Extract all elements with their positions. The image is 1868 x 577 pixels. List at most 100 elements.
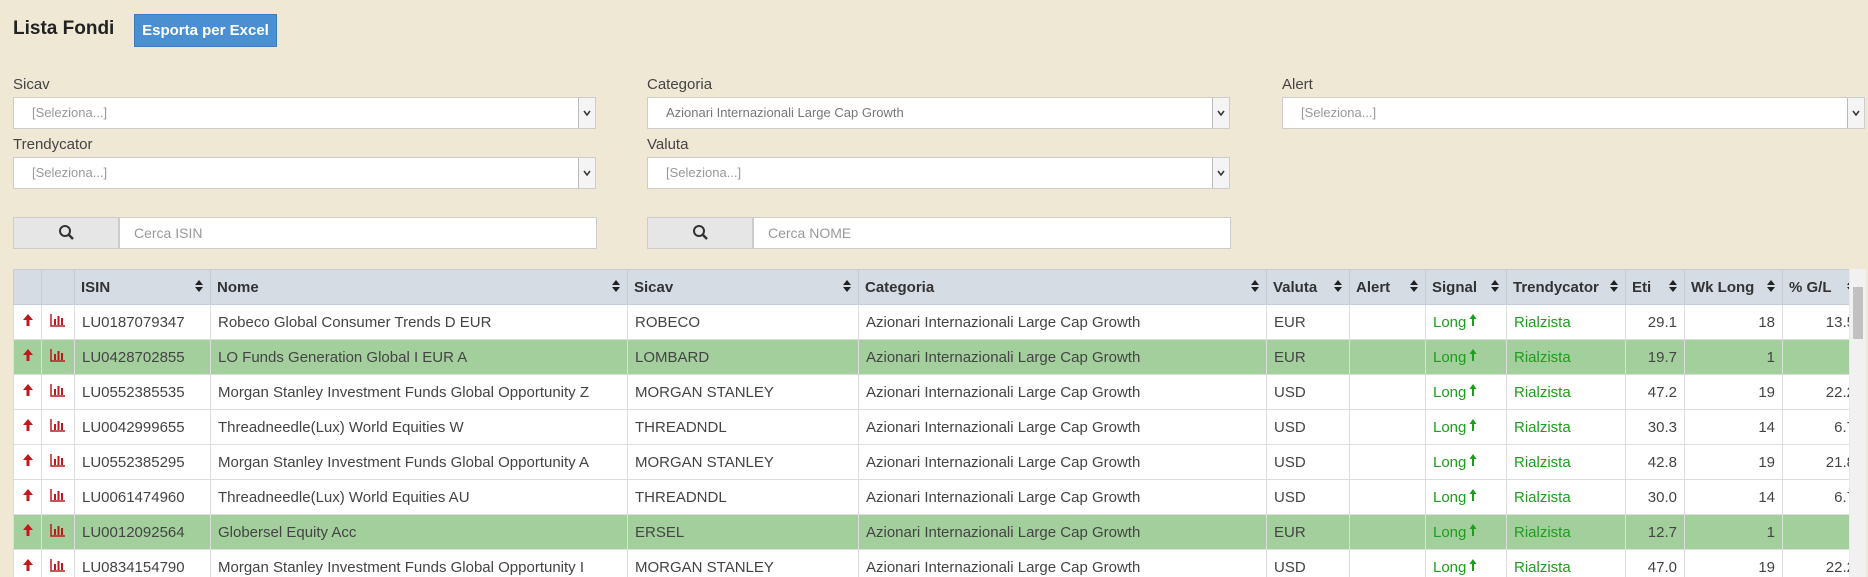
column-header[interactable]: ISIN — [74, 269, 211, 305]
cell-text: LU0552385535 — [82, 383, 185, 401]
cell-text: Threadneedle(Lux) World Equities AU — [218, 488, 470, 506]
cell-text: Azionari Internazionali Large Cap Growth — [866, 453, 1141, 471]
cell-text: USD — [1274, 418, 1306, 436]
table-cell: Morgan Stanley Investment Funds Global O… — [210, 444, 628, 480]
filter-select[interactable]: [Seleziona...] — [647, 157, 1230, 189]
table-cell: Long — [1425, 444, 1507, 480]
column-header[interactable]: Categoria — [858, 269, 1267, 305]
cell-text: 19 — [1758, 383, 1775, 401]
table-cell: Azionari Internazionali Large Cap Growth — [858, 444, 1267, 480]
table-cell: USD — [1266, 444, 1350, 480]
scrollbar[interactable] — [1850, 269, 1866, 577]
cell-text: Morgan Stanley Investment Funds Global O… — [218, 453, 590, 471]
table-cell: Azionari Internazionali Large Cap Growth — [858, 514, 1267, 550]
filter-label: Categoria — [647, 76, 713, 93]
search-input[interactable]: Cerca NOME — [753, 217, 1231, 249]
column-title: Categoria — [865, 278, 935, 296]
column-header[interactable]: Sicav — [627, 269, 859, 305]
trend-icon — [13, 374, 42, 410]
table-cell: Threadneedle(Lux) World Equities W — [210, 409, 628, 445]
cell-text: Rialzista — [1514, 418, 1571, 436]
filter-select[interactable]: [Seleziona...] — [13, 157, 596, 189]
table-cell: 1 — [1684, 339, 1783, 375]
table-cell: Long — [1425, 514, 1507, 550]
column-title: Nome — [217, 278, 259, 296]
export-button[interactable]: Esporta per Excel — [134, 14, 277, 47]
table-cell: 18 — [1684, 304, 1783, 340]
table-cell — [1349, 479, 1426, 515]
cell-text: 30.0 — [1647, 488, 1677, 506]
sort-icon — [1333, 279, 1343, 297]
trend-icon — [13, 339, 42, 375]
table-cell: USD — [1266, 549, 1350, 577]
cell-text: 30.3 — [1647, 418, 1677, 436]
column-header[interactable]: % G/L — [1782, 269, 1849, 305]
column-header[interactable]: Wk Long — [1684, 269, 1783, 305]
cell-text: LU0552385295 — [82, 453, 185, 471]
cell-text: 42.8 — [1647, 453, 1677, 471]
table-cell: LU0187079347 — [74, 304, 211, 340]
select-caret — [1212, 98, 1229, 128]
table-cell — [1782, 514, 1849, 550]
table-cell: LU0042999655 — [74, 409, 211, 445]
cell-text: MORGAN STANLEY — [635, 558, 774, 576]
cell-text: EUR — [1274, 523, 1306, 541]
filter-select[interactable]: [Seleziona...] — [13, 97, 596, 129]
cell-text: Rialzista — [1514, 453, 1571, 471]
cell-text: 13.5 — [1825, 313, 1849, 331]
chart-icon — [41, 479, 75, 515]
cell-text: Azionari Internazionali Large Cap Growth — [866, 523, 1141, 541]
table-cell: Rialzista — [1506, 339, 1626, 375]
cell-text: MORGAN STANLEY — [635, 383, 774, 401]
table-cell: Long — [1425, 479, 1507, 515]
table-cell: USD — [1266, 479, 1350, 515]
cell-text: LO Funds Generation Global I EUR A — [218, 348, 468, 366]
cell-text: Long — [1433, 384, 1467, 401]
scroll-thumb[interactable] — [1853, 287, 1863, 339]
table-cell — [1349, 339, 1426, 375]
signal-arrow — [1469, 524, 1477, 541]
column-header[interactable]: Signal — [1425, 269, 1507, 305]
table-cell: Morgan Stanley Investment Funds Global O… — [210, 549, 628, 577]
signal-arrow — [1469, 314, 1477, 331]
table-row: LU0012092564 Globersel Equity Acc ERSEL Azi… — [13, 514, 1849, 550]
cell-text: 1 — [1766, 523, 1775, 541]
chart-icon — [41, 339, 75, 375]
table-cell: Azionari Internazionali Large Cap Growth — [858, 304, 1267, 340]
table-cell: Rialzista — [1506, 409, 1626, 445]
table-cell: 21.8 — [1782, 444, 1849, 480]
table-cell — [1349, 514, 1426, 550]
column-header[interactable]: Eti — [1625, 269, 1685, 305]
filter-select[interactable]: [Seleziona...] — [1282, 97, 1865, 129]
table-cell: 14 — [1684, 479, 1783, 515]
cell-text: 22.2 — [1825, 383, 1849, 401]
table-cell: 1 — [1684, 514, 1783, 550]
table-cell: 47.0 — [1625, 549, 1685, 577]
cell-text: 6.7 — [1834, 418, 1849, 436]
table-row: LU0042999655 Threadneedle(Lux) World Equi… — [13, 409, 1849, 445]
cell-text: THREADNDL — [635, 488, 727, 506]
table-cell: 12.7 — [1625, 514, 1685, 550]
column-title: ISIN — [81, 278, 111, 296]
column-title: % G/L — [1789, 278, 1832, 296]
cell-text: 12.7 — [1647, 523, 1677, 541]
search-button[interactable] — [13, 217, 119, 249]
cell-text: 29.1 — [1647, 313, 1677, 331]
column-header[interactable]: Alert — [1349, 269, 1426, 305]
cell-text: MORGAN STANLEY — [635, 453, 774, 471]
filter-label: Valuta — [647, 136, 689, 153]
search-input[interactable]: Cerca ISIN — [119, 217, 597, 249]
column-header[interactable]: Trendycator — [1506, 269, 1626, 305]
column-header[interactable]: Valuta — [1266, 269, 1350, 305]
table-cell — [1349, 549, 1426, 577]
filter-value: [Seleziona...] — [32, 105, 108, 120]
cell-text: 47.2 — [1647, 383, 1677, 401]
sort-icon — [1846, 279, 1849, 297]
filter-select[interactable]: Azionari Internazionali Large Cap Growth — [647, 97, 1230, 129]
column-header[interactable]: Nome — [210, 269, 628, 305]
cell-text: Long — [1433, 489, 1467, 506]
search-button[interactable] — [647, 217, 753, 249]
cell-text: USD — [1274, 488, 1306, 506]
trend-icon — [13, 409, 42, 445]
table-cell: MORGAN STANLEY — [627, 374, 859, 410]
